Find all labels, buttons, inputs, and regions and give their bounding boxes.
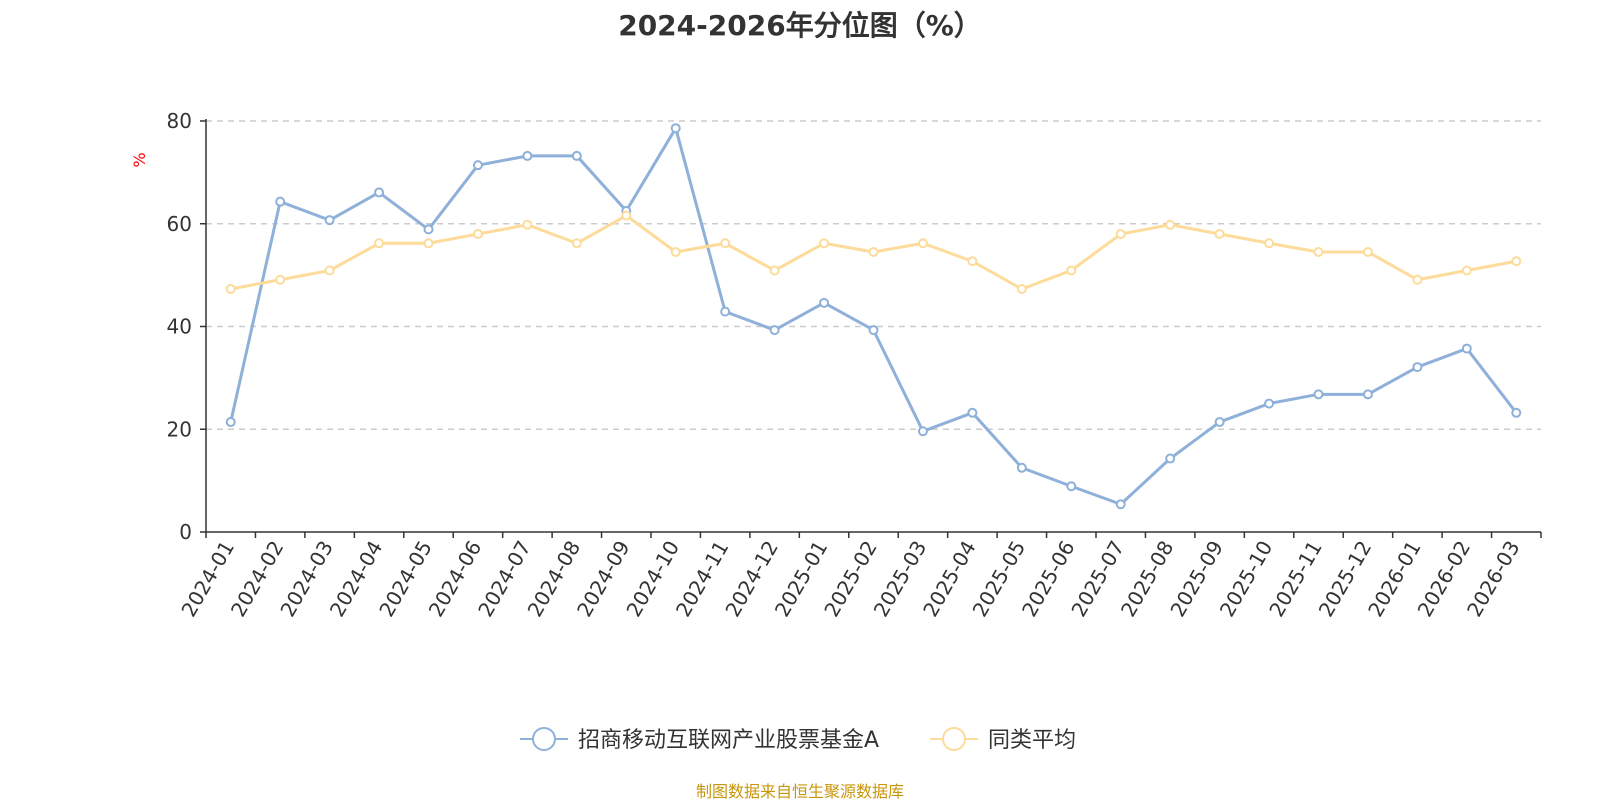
data-point[interactable] (868, 325, 879, 336)
data-point[interactable] (423, 224, 434, 235)
data-point[interactable] (1264, 398, 1275, 409)
data-point[interactable] (1115, 499, 1126, 510)
y-tick-label: 60 (167, 212, 192, 236)
data-point[interactable] (472, 229, 483, 240)
data-point[interactable] (1461, 265, 1472, 276)
data-point[interactable] (720, 306, 731, 317)
data-point[interactable] (720, 238, 731, 249)
data-point[interactable] (1165, 453, 1176, 464)
chart-title: 2024-2026年分位图（%） (618, 9, 982, 42)
data-point[interactable] (1313, 389, 1324, 400)
grid-lines (206, 120, 1541, 430)
data-point[interactable] (670, 247, 681, 258)
data-source-note: 制图数据来自恒生聚源数据库 (695, 782, 904, 801)
data-point[interactable] (522, 150, 533, 161)
data-point[interactable] (1362, 389, 1373, 400)
data-point[interactable] (1165, 219, 1176, 230)
data-point[interactable] (1214, 417, 1225, 428)
legend-marker-icon[interactable] (532, 727, 556, 751)
data-point[interactable] (1016, 462, 1027, 473)
data-point[interactable] (1362, 247, 1373, 258)
data-point[interactable] (819, 297, 830, 308)
data-point[interactable] (769, 265, 780, 276)
data-point[interactable] (275, 196, 286, 207)
data-point[interactable] (967, 407, 978, 418)
data-point[interactable] (1016, 283, 1027, 294)
data-point[interactable] (225, 417, 236, 428)
legend-marker-icon[interactable] (942, 727, 966, 751)
data-point[interactable] (819, 238, 830, 249)
data-point[interactable] (1066, 481, 1077, 492)
data-point[interactable] (917, 238, 928, 249)
data-point[interactable] (1115, 229, 1126, 240)
data-point[interactable] (571, 150, 582, 161)
data-point[interactable] (1412, 362, 1423, 373)
legend-label[interactable]: 同类平均 (988, 728, 1076, 753)
axes: 0204060802024-012024-022024-032024-04202… (167, 109, 1542, 621)
legend[interactable]: 招商移动互联网产业股票基金A 同类平均 (520, 727, 1076, 753)
series-line-1 (229, 126, 1518, 506)
data-point[interactable] (621, 210, 632, 221)
data-point[interactable] (225, 283, 236, 294)
data-point[interactable] (275, 274, 286, 285)
legend-label[interactable]: 招商移动互联网产业股票基金A (578, 728, 879, 753)
data-point[interactable] (324, 265, 335, 276)
data-point[interactable] (1412, 274, 1423, 285)
data-point[interactable] (1264, 238, 1275, 249)
data-point[interactable] (917, 426, 928, 437)
y-tick-label: 40 (167, 315, 192, 339)
data-point[interactable] (1511, 407, 1522, 418)
data-point[interactable] (670, 123, 681, 134)
data-point[interactable] (1313, 247, 1324, 258)
series-layer (225, 123, 1522, 510)
data-point[interactable] (769, 325, 780, 336)
data-point[interactable] (1511, 256, 1522, 267)
data-point[interactable] (374, 187, 385, 198)
data-point[interactable] (571, 238, 582, 249)
data-point[interactable] (522, 219, 533, 230)
y-tick-label: 20 (167, 417, 192, 441)
data-point[interactable] (868, 247, 879, 258)
data-point[interactable] (423, 238, 434, 249)
data-point[interactable] (472, 160, 483, 171)
data-point[interactable] (1214, 229, 1225, 240)
y-tick-label: 80 (167, 109, 192, 133)
data-point[interactable] (374, 238, 385, 249)
data-point[interactable] (324, 215, 335, 226)
data-point[interactable] (1461, 343, 1472, 354)
data-point[interactable] (1066, 265, 1077, 276)
y-axis-label: % (130, 152, 149, 167)
data-point[interactable] (967, 256, 978, 267)
y-tick-label: 0 (179, 520, 192, 544)
